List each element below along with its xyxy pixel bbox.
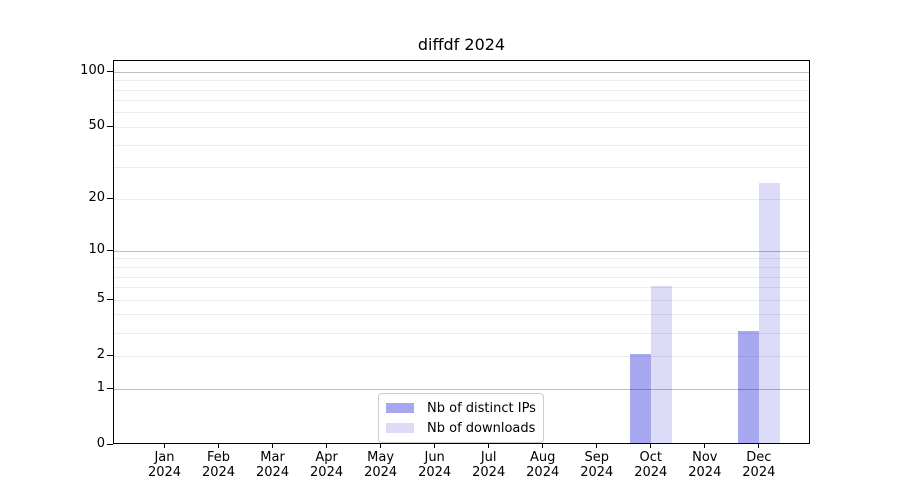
gridline-90 <box>114 80 809 82</box>
x-tick-year-sep: 2024 <box>580 465 614 480</box>
y-tick-label-50: 50 <box>88 118 105 134</box>
x-tick-label-apr: Apr 2024 <box>299 450 355 480</box>
x-tick-year-feb: 2024 <box>201 465 236 480</box>
y-tick-10 <box>107 249 113 251</box>
y-tick-label-100: 100 <box>80 63 105 79</box>
x-tick-month-nov: Nov <box>692 450 718 465</box>
x-tick-may <box>380 444 382 448</box>
x-tick-year-apr: 2024 <box>310 465 344 480</box>
gridline-6 <box>114 287 809 289</box>
x-tick-label-jun: Jun 2024 <box>407 450 463 480</box>
legend-label-distinct-ips: Nb of distinct IPs <box>427 400 536 416</box>
legend: Nb of distinct IPs Nb of downloads <box>378 393 544 443</box>
x-tick-year-jun: 2024 <box>418 465 452 480</box>
x-tick-feb <box>218 444 220 448</box>
x-tick-year-jul: 2024 <box>472 465 506 480</box>
x-tick-label-may: May 2024 <box>353 450 409 480</box>
gridline-1 <box>114 388 809 390</box>
x-tick-month-may: May <box>367 450 395 465</box>
gridline-80 <box>114 89 809 91</box>
bar-dec-downloads <box>758 182 780 443</box>
bar-dec-distinct-ips <box>737 331 759 443</box>
y-tick-label-5: 5 <box>96 291 105 307</box>
y-tick-2 <box>107 354 113 356</box>
gridline-4 <box>114 314 809 316</box>
y-tick-label-0: 0 <box>96 436 105 451</box>
gridline-2 <box>114 355 809 357</box>
x-tick-oct <box>650 444 652 448</box>
x-tick-label-mar: Mar 2024 <box>245 450 301 480</box>
x-tick-label-oct: Oct 2024 <box>623 450 679 480</box>
x-tick-label-aug: Aug 2024 <box>515 450 571 480</box>
x-tick-apr <box>326 444 328 448</box>
x-tick-jan <box>164 444 165 448</box>
x-tick-month-oct: Oct <box>639 450 662 465</box>
x-tick-month-aug: Aug <box>530 450 556 465</box>
legend-entry-downloads: Nb of downloads <box>386 420 535 436</box>
gridline-60 <box>114 112 809 114</box>
gridline-8 <box>114 267 809 268</box>
x-tick-month-apr: Apr <box>315 450 338 465</box>
x-tick-year-oct: 2024 <box>634 465 668 480</box>
y-tick-0 <box>107 443 113 445</box>
x-tick-label-nov: Nov 2024 <box>677 450 733 480</box>
gridline-10 <box>114 250 809 252</box>
plot-area: Nb of distinct IPs Nb of downloads <box>113 60 810 444</box>
gridline-100 <box>114 71 809 73</box>
x-tick-month-sep: Sep <box>584 450 609 465</box>
legend-label-downloads: Nb of downloads <box>427 420 536 436</box>
x-tick-month-feb: Feb <box>207 450 231 465</box>
x-tick-label-jan: Jan 2024 <box>137 450 193 480</box>
legend-swatch-distinct-ips <box>386 403 414 413</box>
gridline-7 <box>114 276 809 278</box>
gridline-50 <box>114 126 809 128</box>
x-tick-label-feb: Feb 2024 <box>191 450 247 480</box>
x-tick-year-nov: 2024 <box>688 465 722 480</box>
gridline-70 <box>114 100 809 102</box>
x-tick-label-jul: Jul 2024 <box>461 450 517 480</box>
y-tick-label-20: 20 <box>88 190 105 206</box>
x-tick-year-mar: 2024 <box>256 465 290 480</box>
y-tick-1 <box>107 387 113 389</box>
legend-swatch-downloads <box>386 423 414 433</box>
x-tick-month-jun: Jun <box>424 450 445 465</box>
x-tick-year-jan: 2024 <box>147 465 182 480</box>
y-tick-20 <box>107 197 113 199</box>
legend-entry-distinct-ips: Nb of distinct IPs <box>386 400 536 416</box>
y-tick-5 <box>107 298 113 300</box>
gridline-3 <box>114 332 809 334</box>
y-tick-100 <box>107 70 113 72</box>
y-tick-label-10: 10 <box>88 242 105 258</box>
x-tick-mar <box>272 444 274 448</box>
gridline-20 <box>114 198 809 200</box>
x-tick-label-dec: Dec 2024 <box>731 450 787 480</box>
gridline-40 <box>114 144 809 146</box>
chart-title: diffdf 2024 <box>417 35 506 54</box>
x-tick-label-sep: Sep 2024 <box>569 450 625 480</box>
y-tick-label-2: 2 <box>96 347 105 363</box>
x-tick-year-aug: 2024 <box>526 465 560 480</box>
x-tick-month-dec: Dec <box>746 450 772 465</box>
x-tick-aug <box>542 444 544 448</box>
x-tick-month-jul: Jul <box>480 450 497 465</box>
bar-oct-distinct-ips <box>629 354 651 443</box>
y-tick-label-1: 1 <box>96 380 105 395</box>
x-tick-month-mar: Mar <box>260 450 285 465</box>
x-tick-dec <box>758 444 760 448</box>
gridline-30 <box>114 167 809 169</box>
x-tick-year-dec: 2024 <box>742 465 776 480</box>
bar-oct-downloads <box>650 285 672 443</box>
x-tick-sep <box>596 444 598 448</box>
gridline-5 <box>114 299 809 301</box>
gridline-9 <box>114 258 809 260</box>
x-tick-year-may: 2024 <box>364 465 398 480</box>
x-tick-jun <box>434 444 436 448</box>
x-tick-jul <box>488 444 490 448</box>
x-tick-month-jan: Jan <box>154 450 175 465</box>
y-tick-50 <box>107 125 113 127</box>
x-tick-nov <box>704 444 706 448</box>
